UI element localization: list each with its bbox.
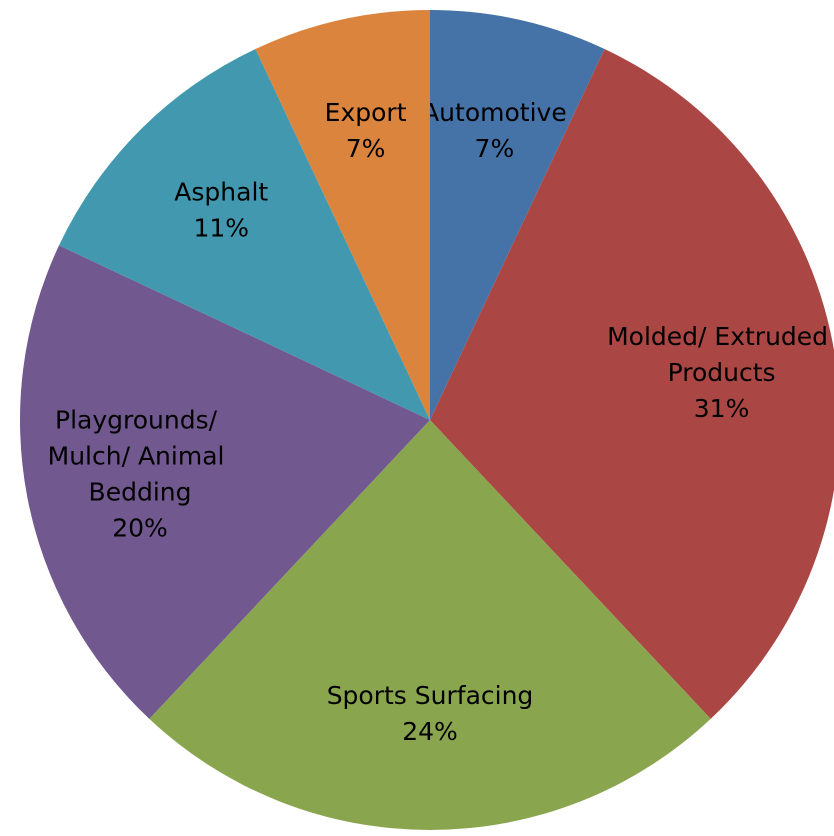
slice-value-label: 11%: [193, 213, 249, 242]
slice-value-label: 31%: [694, 394, 750, 423]
slice-label: Playgrounds/ Mulch/ Animal Bedding: [48, 405, 233, 506]
pie-slice: [59, 49, 431, 421]
pie-slice: [430, 10, 605, 420]
slice-value-label: 7%: [475, 134, 515, 163]
slice-value-label: 24%: [402, 717, 458, 746]
pie-slice: [430, 49, 834, 719]
pie-slice: [19, 245, 430, 719]
pie-slice: [149, 420, 711, 830]
slice-label: Asphalt: [174, 177, 268, 206]
slice-label: Export: [325, 98, 407, 127]
slice-label: Sports Surfacing: [327, 681, 534, 710]
slice-value-label: 20%: [112, 513, 168, 542]
pie-slice: [255, 10, 430, 420]
slice-label: Molded/ Extruded Products: [607, 322, 834, 387]
slice-value-label: 7%: [346, 134, 386, 163]
slice-label: Automotive: [422, 98, 567, 127]
